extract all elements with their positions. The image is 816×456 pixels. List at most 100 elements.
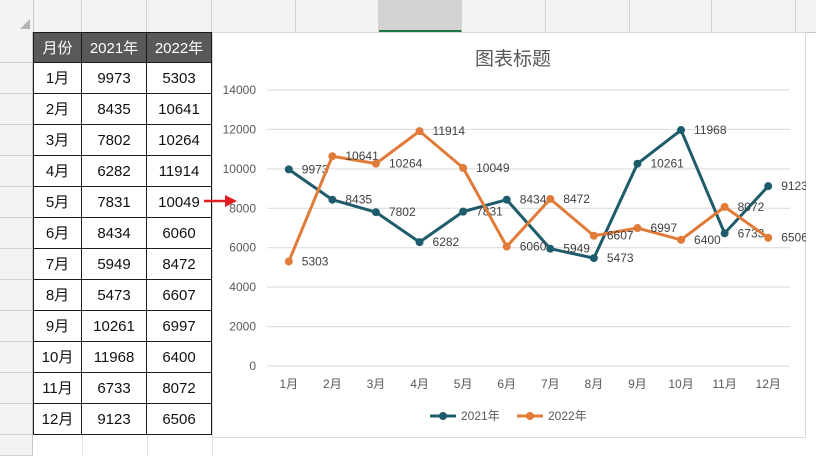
select-all-button[interactable] — [0, 0, 34, 32]
column-header-h[interactable] — [546, 0, 630, 32]
data-point — [633, 224, 642, 233]
table-cell[interactable]: 10月 — [33, 342, 82, 373]
data-point — [415, 238, 424, 247]
table-cell[interactable]: 9月 — [33, 311, 82, 342]
data-point — [764, 182, 773, 191]
data-point — [284, 257, 293, 266]
data-label: 6607 — [607, 229, 634, 243]
table-cell[interactable]: 8月 — [33, 280, 82, 311]
x-tick-label: 12月 — [756, 377, 781, 391]
column-header-d[interactable] — [212, 0, 296, 32]
table-cell[interactable]: 11月 — [33, 373, 82, 404]
table-cell[interactable]: 11914 — [147, 156, 212, 187]
data-point — [328, 195, 337, 204]
x-tick-label: 4月 — [410, 377, 429, 391]
table-cell[interactable]: 5949 — [82, 249, 147, 280]
data-point — [720, 202, 729, 211]
column-header-b[interactable] — [82, 0, 147, 32]
table-header-cell[interactable]: 2021年 — [82, 32, 147, 63]
series-line-2022 — [287, 129, 770, 263]
chart-title: 图表标题 — [475, 48, 551, 70]
table-cell[interactable]: 9123 — [82, 404, 147, 435]
row-header-4[interactable] — [0, 125, 33, 156]
table-cell[interactable]: 7831 — [82, 187, 147, 218]
data-label: 10264 — [389, 157, 423, 171]
data-point — [589, 254, 598, 263]
row-header-5[interactable] — [0, 156, 33, 187]
table-cell[interactable]: 8434 — [82, 218, 147, 249]
table-cell[interactable]: 10261 — [82, 311, 147, 342]
y-tick-label: 10000 — [223, 162, 257, 176]
table-cell[interactable]: 8072 — [147, 373, 212, 404]
column-header-f[interactable] — [379, 0, 462, 32]
table-cell[interactable]: 6733 — [82, 373, 147, 404]
legend-label: 2021年 — [461, 409, 500, 423]
table-cell[interactable]: 8435 — [82, 94, 147, 125]
table-header-cell[interactable]: 2022年 — [147, 32, 212, 63]
column-header-j[interactable] — [712, 0, 796, 32]
table-cell[interactable]: 4月 — [33, 156, 82, 187]
table-cell[interactable]: 7802 — [82, 125, 147, 156]
table-cell[interactable]: 9973 — [82, 63, 147, 94]
y-tick-label: 12000 — [223, 122, 257, 136]
row-header-11[interactable] — [0, 342, 33, 373]
chart-area[interactable] — [212, 32, 806, 438]
data-label: 11968 — [694, 123, 727, 137]
legend-label: 2022年 — [548, 409, 587, 423]
table-cell[interactable]: 6月 — [33, 218, 82, 249]
data-point — [589, 231, 598, 240]
table-cell[interactable]: 7月 — [33, 249, 82, 280]
column-header-i[interactable] — [630, 0, 712, 32]
x-tick-label: 9月 — [628, 377, 647, 391]
row-header-10[interactable] — [0, 311, 33, 342]
table-cell[interactable]: 2月 — [33, 94, 82, 125]
legend-marker — [439, 412, 447, 420]
column-header-c[interactable] — [147, 0, 212, 32]
data-point — [502, 242, 511, 251]
data-label: 6400 — [694, 233, 721, 247]
row-header-12[interactable] — [0, 373, 33, 404]
row-header-13[interactable] — [0, 404, 33, 435]
y-tick-label: 14000 — [223, 83, 257, 97]
table-cell[interactable]: 6607 — [147, 280, 212, 311]
table-cell[interactable]: 6506 — [147, 404, 212, 435]
table-cell[interactable]: 10264 — [147, 125, 212, 156]
table-cell[interactable]: 12月 — [33, 404, 82, 435]
data-point — [459, 207, 468, 216]
table-header-cell[interactable]: 月份 — [33, 32, 82, 63]
y-tick-label: 8000 — [229, 201, 256, 215]
table-cell[interactable]: 6282 — [82, 156, 147, 187]
row-header-3[interactable] — [0, 94, 33, 125]
table-cell[interactable]: 8472 — [147, 249, 212, 280]
data-label: 9973 — [302, 162, 329, 176]
table-cell[interactable]: 10049 — [147, 187, 212, 218]
table-cell[interactable]: 6060 — [147, 218, 212, 249]
row-header-6[interactable] — [0, 187, 33, 218]
table-cell[interactable]: 5473 — [82, 280, 147, 311]
table-cell[interactable]: 5月 — [33, 187, 82, 218]
table-cell[interactable]: 10641 — [147, 94, 212, 125]
x-tick-label: 11月 — [712, 377, 736, 391]
column-header-a[interactable] — [33, 0, 82, 32]
row-header-9[interactable] — [0, 280, 33, 311]
row-header-14[interactable] — [0, 435, 33, 456]
row-header-8[interactable] — [0, 249, 33, 280]
row-header-1[interactable] — [0, 32, 33, 63]
data-label: 9123 — [781, 179, 806, 193]
table-cell[interactable]: 6400 — [147, 342, 212, 373]
row-header-2[interactable] — [0, 63, 33, 94]
table-cell[interactable]: 1月 — [33, 63, 82, 94]
row-header-7[interactable] — [0, 218, 33, 249]
table-cell[interactable]: 6997 — [147, 311, 212, 342]
table-cell[interactable]: 5303 — [147, 63, 212, 94]
red-arrow-icon — [204, 195, 237, 207]
column-header-e[interactable] — [296, 0, 379, 32]
data-label: 10261 — [650, 157, 684, 171]
column-header-g[interactable] — [462, 0, 546, 32]
data-label: 7831 — [476, 205, 503, 219]
table-cell[interactable]: 3月 — [33, 125, 82, 156]
data-label: 8472 — [563, 192, 590, 206]
table-cell[interactable]: 11968 — [82, 342, 147, 373]
x-tick-label: 5月 — [454, 377, 473, 391]
